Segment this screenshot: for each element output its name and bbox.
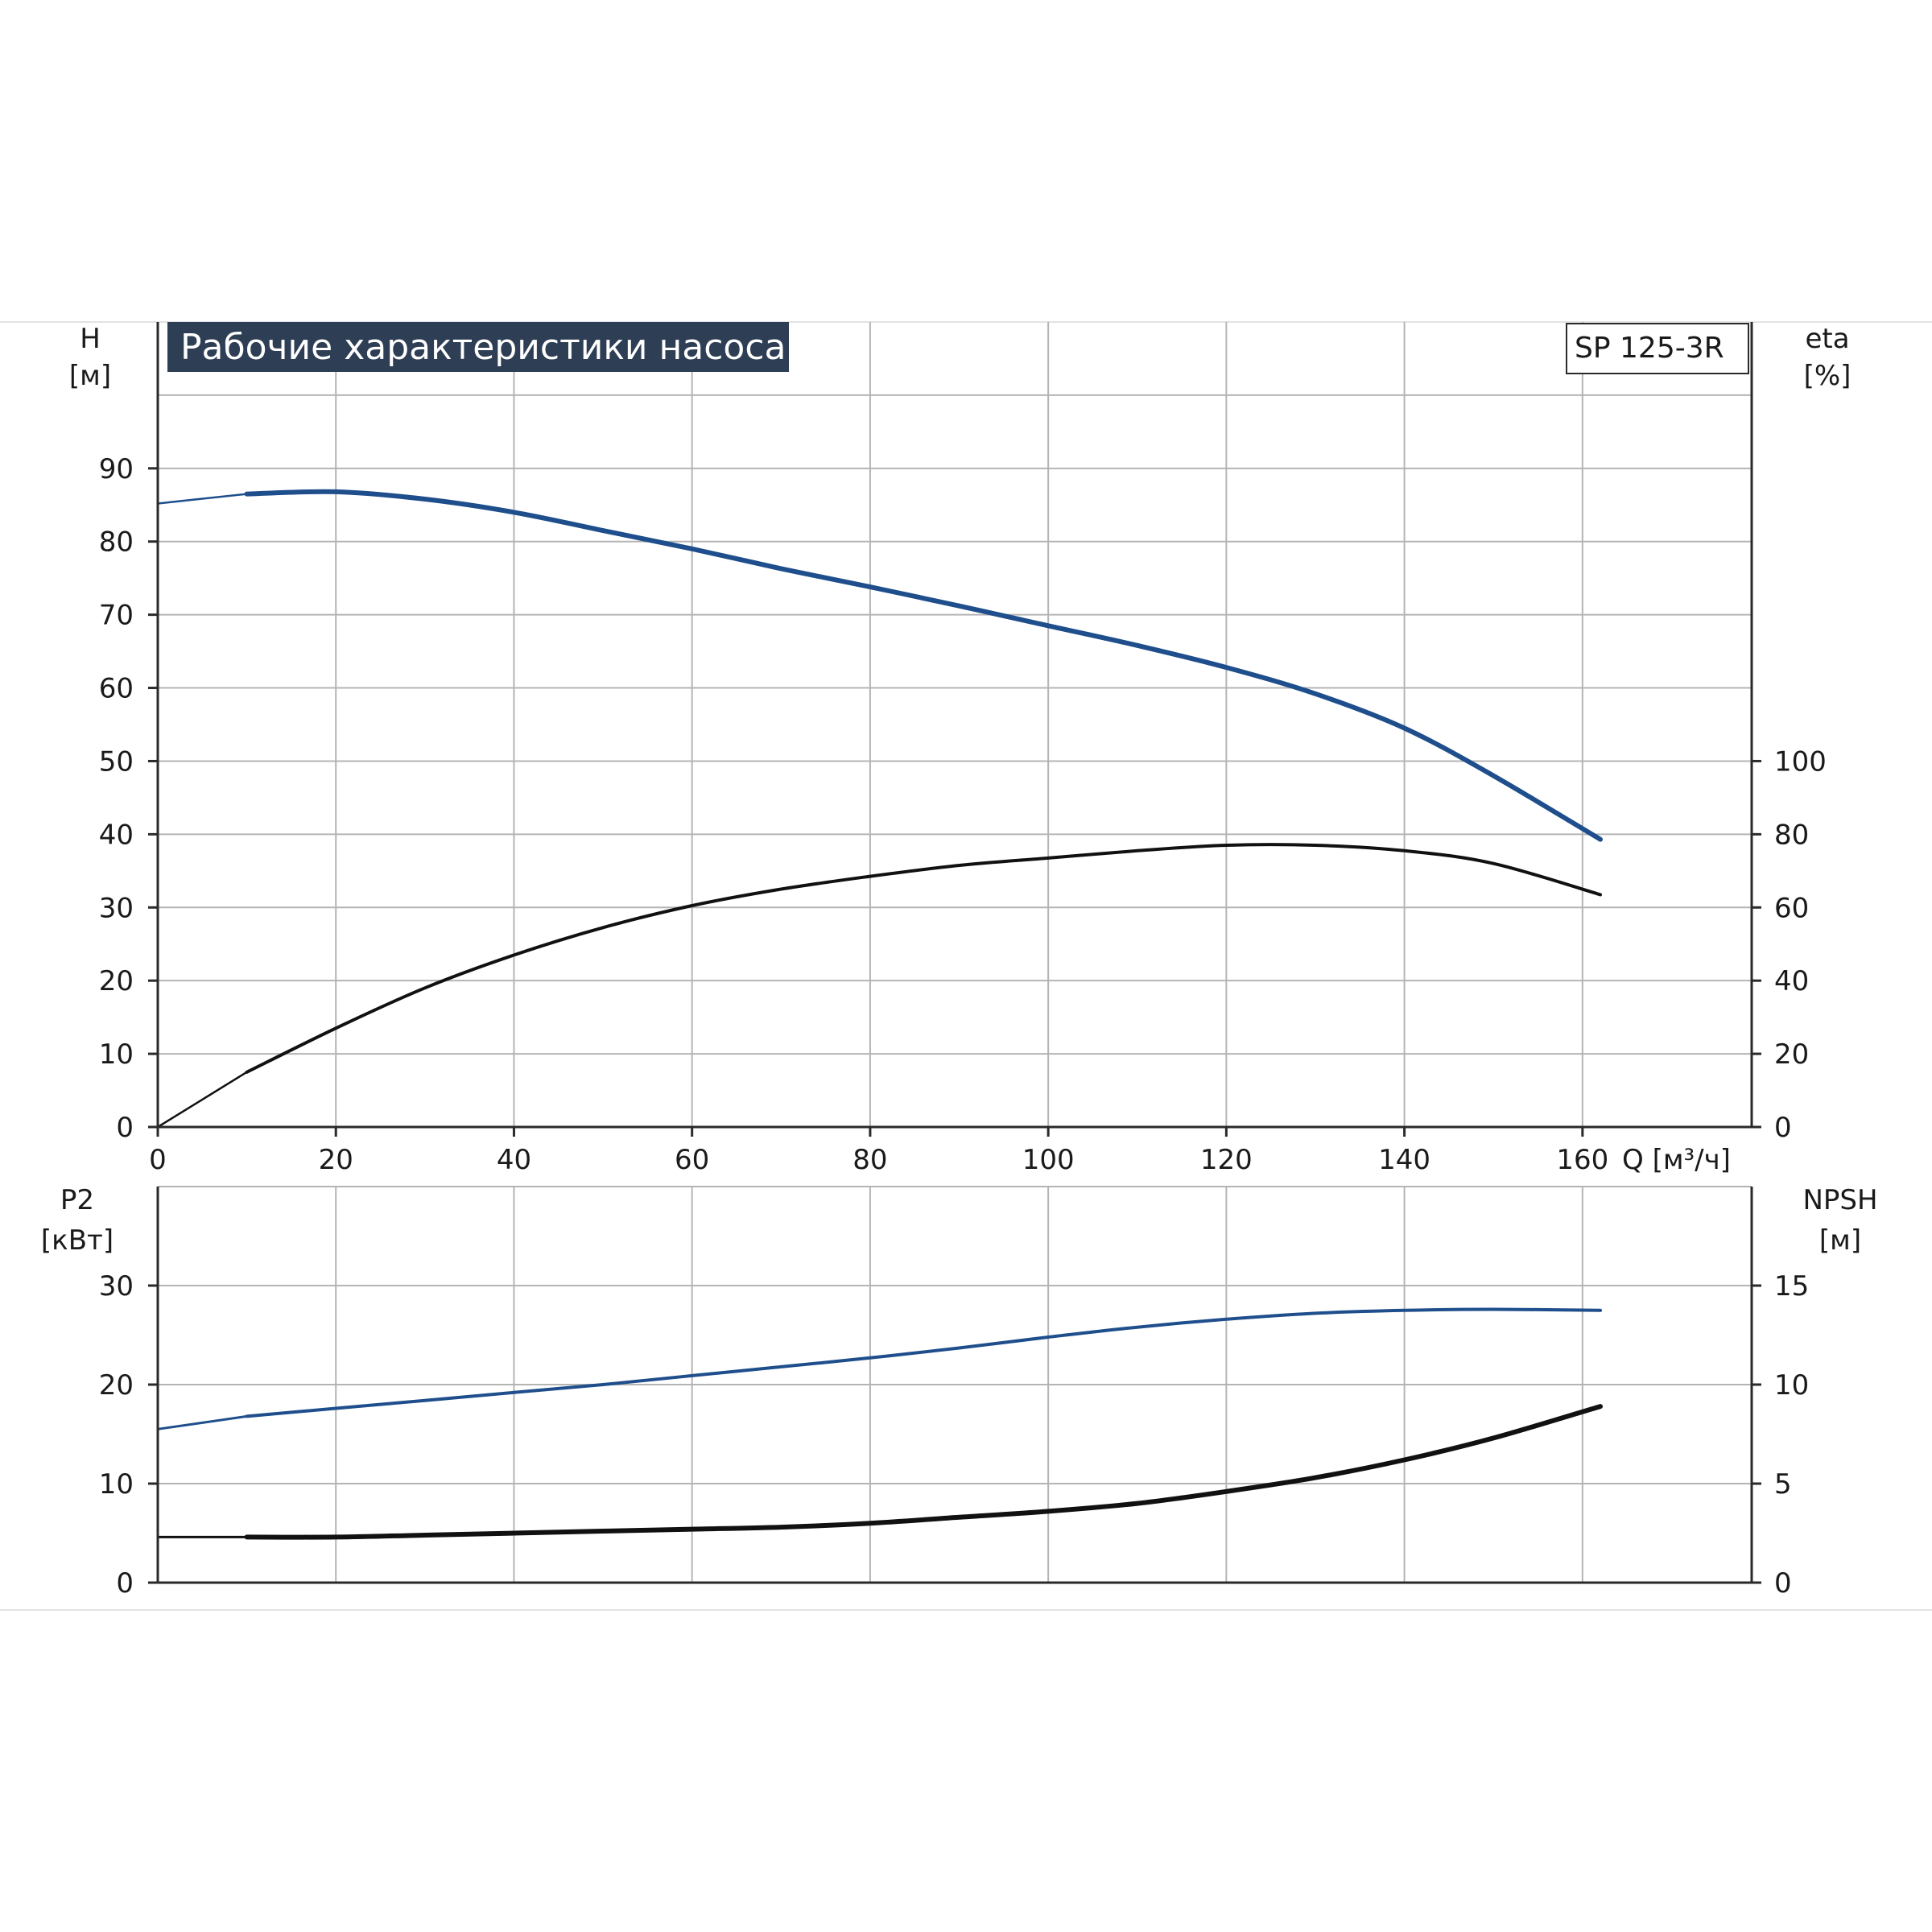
- lower-left-axis-unit: [кВт]: [41, 1224, 114, 1257]
- tick-labels: 0 20 40 60 80 100 120 140 1600102030405060708090…: [99, 453, 1827, 1600]
- efficiency-curve: [245, 843, 1602, 1074]
- npsh-curve: [244, 1404, 1603, 1540]
- chart-title-background: [167, 322, 789, 372]
- upper-left-tick-label: 80: [99, 526, 134, 559]
- upper-left-tick-label: 60: [99, 673, 134, 705]
- lower-right-tick-label: 0: [1774, 1567, 1792, 1600]
- upper-left-axis-title: H: [80, 323, 101, 355]
- power-curve-start: [157, 1414, 247, 1430]
- x-tick-label: 100: [1022, 1144, 1075, 1176]
- upper-left-tick-label: 10: [99, 1038, 134, 1071]
- upper-left-tick-label: 40: [99, 819, 134, 851]
- upper-right-tick-label: 0: [1774, 1112, 1792, 1144]
- efficiency-curve-start: [157, 1071, 248, 1129]
- upper-left-tick-label: 0: [116, 1112, 134, 1144]
- lower-plot-series: [157, 1307, 1603, 1540]
- x-tick-label: 60: [675, 1144, 709, 1176]
- upper-left-tick-label: 70: [99, 600, 134, 632]
- x-tick-label: 40: [497, 1144, 531, 1176]
- x-tick-label: 80: [852, 1144, 887, 1176]
- upper-left-tick-label: 30: [99, 892, 134, 924]
- x-tick-label: 140: [1378, 1144, 1430, 1176]
- lower-left-tick-label: 20: [99, 1369, 134, 1402]
- model-label: SP 125-3R: [1575, 332, 1724, 365]
- x-tick-label: 120: [1200, 1144, 1253, 1176]
- upper-right-axis-title: eta: [1805, 323, 1849, 355]
- lower-left-axis-title: P2: [60, 1184, 94, 1216]
- lower-plot-grid: [157, 1186, 1752, 1583]
- upper-right-tick-label: 80: [1774, 819, 1809, 851]
- head-curve: [244, 489, 1603, 842]
- x-axis-title: Q [м³/ч]: [1622, 1144, 1731, 1176]
- x-tick-label: 20: [319, 1144, 353, 1176]
- upper-right-axis-unit: [%]: [1804, 360, 1852, 392]
- upper-plot-grid: [157, 322, 1752, 1128]
- upper-right-tick-label: 40: [1774, 965, 1809, 997]
- x-tick-label: 160: [1556, 1144, 1608, 1176]
- upper-right-tick-label: 60: [1774, 892, 1809, 924]
- power-curve: [245, 1307, 1602, 1418]
- head-curve-start: [157, 493, 247, 505]
- chart-title: Рабочие характеристики насоса: [180, 327, 786, 368]
- lower-right-tick-label: 5: [1774, 1468, 1792, 1501]
- lower-left-tick-label: 30: [99, 1270, 134, 1302]
- x-tick-label: 0: [149, 1144, 167, 1176]
- axes-and-ticks: [148, 322, 1761, 1584]
- lower-right-axis-unit: [м]: [1819, 1224, 1861, 1257]
- upper-right-tick-label: 100: [1774, 745, 1827, 778]
- upper-left-tick-label: 20: [99, 965, 134, 997]
- upper-plot-series: [157, 489, 1603, 1129]
- model-label-box: [1566, 323, 1749, 374]
- lower-right-tick-label: 15: [1774, 1270, 1809, 1302]
- upper-right-tick-label: 20: [1774, 1038, 1809, 1071]
- upper-left-tick-label: 90: [99, 453, 134, 485]
- upper-left-tick-label: 50: [99, 745, 134, 778]
- lower-left-tick-label: 10: [99, 1468, 134, 1501]
- lower-right-tick-label: 10: [1774, 1369, 1809, 1402]
- lower-left-tick-label: 0: [116, 1567, 134, 1600]
- upper-left-axis-unit: [м]: [69, 360, 111, 392]
- lower-right-axis-title: NPSH: [1802, 1184, 1877, 1216]
